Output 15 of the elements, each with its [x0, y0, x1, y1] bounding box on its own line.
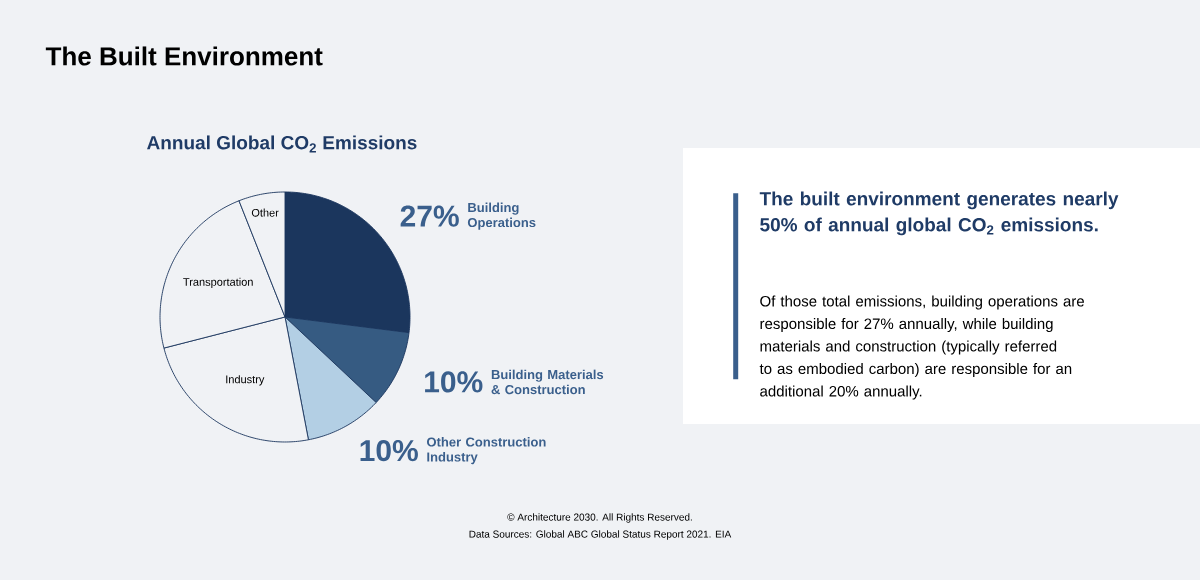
chart-title: The Built Environment [45, 46, 323, 66]
data-label: 27% [400, 205, 459, 227]
slice-label: Building Operations [467, 202, 536, 230]
text: Data Sources: Global ABC Global Status Report 2021. EIA [469, 530, 732, 540]
slice-label: Other Construction Industry [426, 437, 546, 465]
data-label: 10% [360, 440, 418, 462]
text: © Architecture 2030. All Rights Reserved. [507, 513, 692, 523]
slice-label: Industry [226, 375, 265, 386]
slice-label: Building Materials & Construction [491, 369, 604, 395]
text: Of those total emissions, building operations are responsible for 27% annually, while building materials and construction (typically referred to as embodied carbon) are responsible for an additional 20% annually. [759, 295, 1084, 400]
slice-label: Other [251, 208, 279, 217]
slice-label: Transportation [183, 277, 253, 289]
data-label: 10% [425, 371, 483, 393]
chart-subtitle: Annual Global CO$_{2}$ Emissions [147, 135, 417, 153]
text: The built environment generates nearly 50% of annual global CO$_{2}$ emissions. [759, 191, 1119, 236]
